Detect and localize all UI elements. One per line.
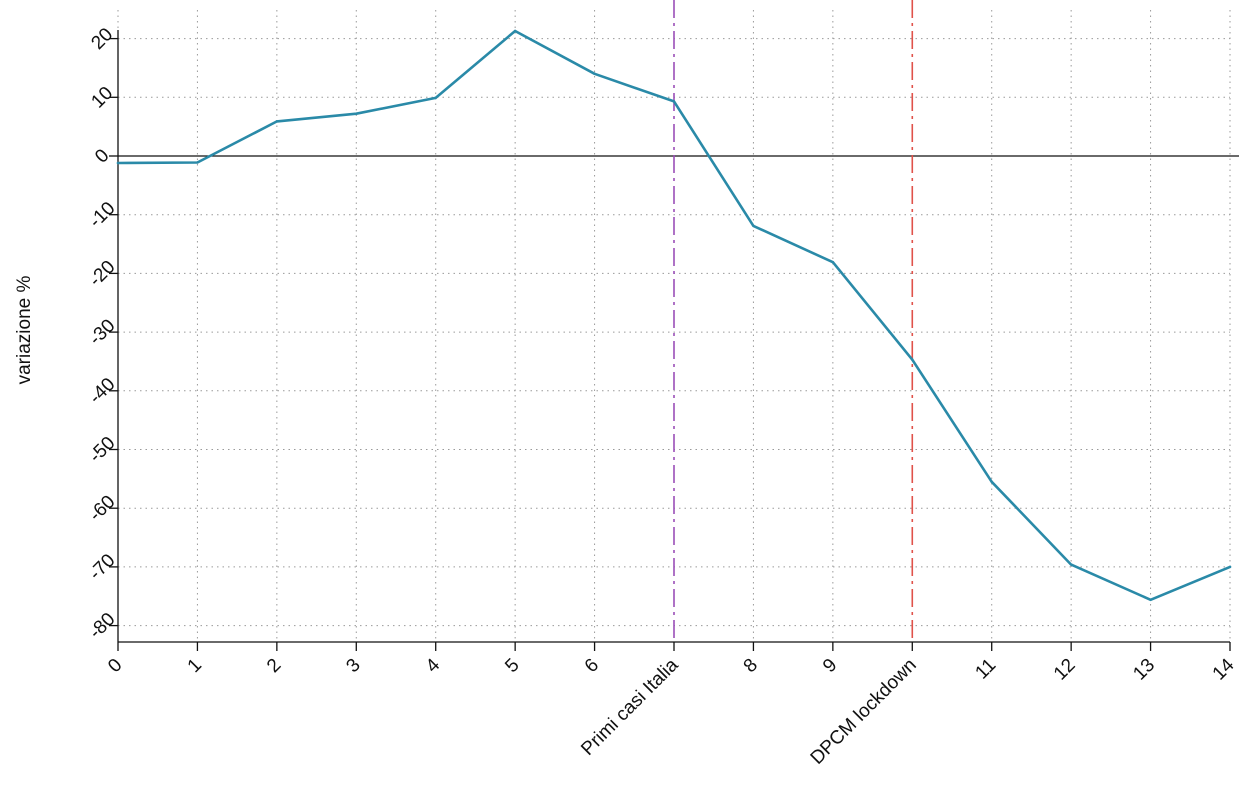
data-point [275, 120, 279, 123]
x-tick-label: 12 [1050, 655, 1080, 685]
x-tick-label: 6 [581, 655, 603, 677]
data-point [911, 358, 914, 361]
x-tick-label: 4 [422, 654, 445, 677]
x-tick-label: 13 [1129, 655, 1159, 685]
data-point [355, 112, 358, 115]
data-point [831, 261, 835, 264]
reference-lines [118, 0, 1239, 642]
x-tick-label: 8 [740, 655, 762, 677]
series [116, 29, 1232, 602]
y-tick-label: -40 [85, 374, 119, 408]
y-axis-title: variazione % [14, 276, 35, 385]
data-point [1069, 563, 1073, 566]
data-point [196, 161, 199, 164]
x-tick-label: 0 [104, 655, 126, 677]
data-point [513, 29, 517, 33]
x-tick-label: DPCM lockdown [807, 655, 921, 769]
y-tick-label: -60 [85, 491, 119, 525]
data-point [434, 96, 437, 100]
x-tick-label: 14 [1209, 654, 1239, 684]
y-tick-label: 20 [87, 24, 117, 54]
data-point [752, 224, 755, 228]
y-tick-label: -70 [85, 550, 119, 584]
y-tick-label: -50 [85, 433, 119, 467]
y-tick-label: -30 [85, 315, 119, 349]
y-tick-label: 10 [87, 83, 117, 113]
data-point [990, 480, 993, 483]
y-tick-label: -80 [85, 609, 119, 643]
data-point [116, 161, 120, 165]
x-tick-label: 11 [971, 655, 1000, 684]
data-point [672, 100, 676, 103]
x-tick-label: 2 [263, 655, 285, 677]
axes [109, 30, 1231, 651]
x-tick-label: 1 [184, 655, 206, 677]
x-tick-label: 3 [342, 655, 364, 677]
x-tick-label: 9 [819, 655, 841, 677]
data-point [1228, 565, 1232, 569]
x-tick-label: 5 [501, 655, 523, 677]
data-point [593, 72, 596, 76]
y-tick-label: -10 [85, 198, 119, 232]
data-point [1149, 598, 1152, 601]
y-tick-label: -20 [85, 257, 119, 291]
